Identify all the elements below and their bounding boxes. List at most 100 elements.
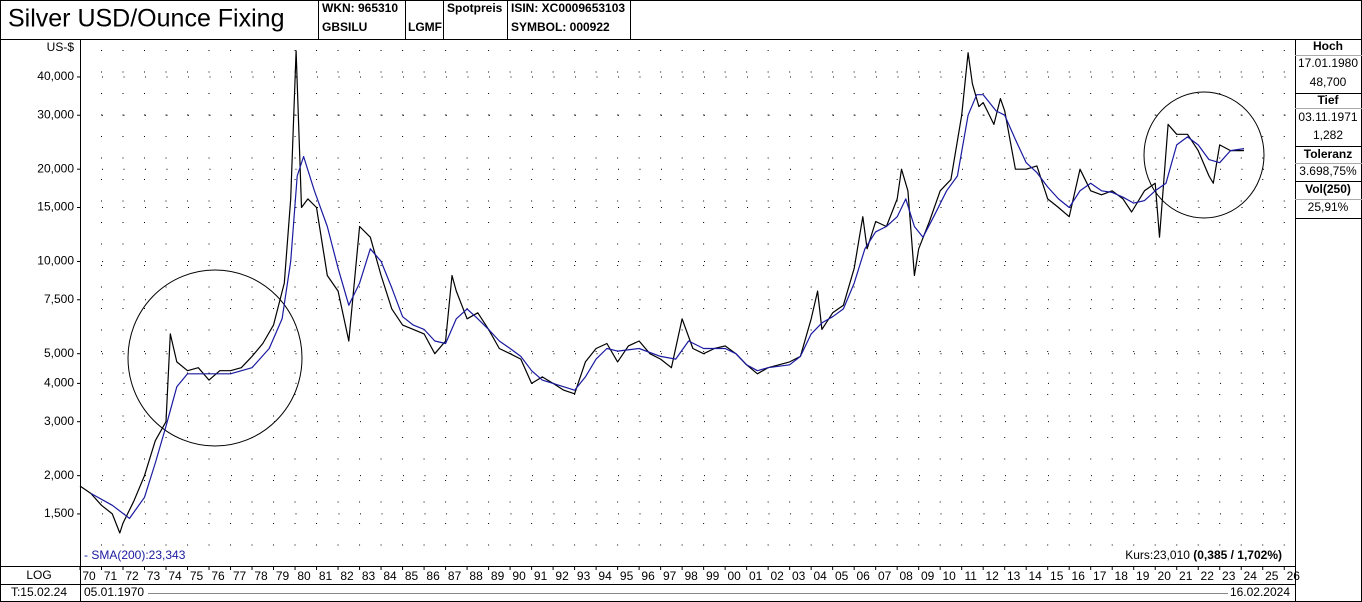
chart-title: Silver USD/Ounce Fixing bbox=[8, 5, 284, 33]
x-tick-label: 77 bbox=[233, 569, 247, 583]
y-tick-label: 3,000 bbox=[44, 414, 74, 428]
sma-label: - SMA(200):23,343 bbox=[84, 548, 186, 562]
y-tick-label: 7,500 bbox=[44, 292, 74, 306]
current-date: T:15.02.24 bbox=[11, 585, 67, 599]
x-tick-label: 06 bbox=[856, 569, 870, 583]
x-tick-label: 01 bbox=[749, 569, 763, 583]
tolerance-label: Toleranz bbox=[1304, 147, 1352, 161]
x-tick-label: 16 bbox=[1072, 569, 1086, 583]
price-type: Spotpreis bbox=[447, 1, 503, 15]
x-tick-label: 24 bbox=[1244, 569, 1258, 583]
low-label: Tief bbox=[1317, 93, 1339, 107]
x-tick-label: 74 bbox=[168, 569, 182, 583]
y-tick-label: 20,000 bbox=[37, 161, 74, 175]
exchange: LGMF bbox=[408, 20, 442, 34]
x-tick-label: 72 bbox=[125, 569, 139, 583]
x-tick-label: 91 bbox=[534, 569, 548, 583]
low-date: 03.11.1971 bbox=[1298, 110, 1357, 124]
x-tick-label: 75 bbox=[190, 569, 204, 583]
last-price-change: (0,385 / 1,702%) bbox=[1193, 548, 1282, 562]
x-tick-label: 12 bbox=[986, 569, 1000, 583]
x-tick-label: 81 bbox=[319, 569, 333, 583]
isin: ISIN: XC0009653103 bbox=[511, 1, 625, 15]
y-tick-label: 40,000 bbox=[37, 69, 74, 83]
x-tick-label: 87 bbox=[448, 569, 462, 583]
high-date: 17.01.1980 bbox=[1298, 56, 1358, 70]
x-tick-label: 15 bbox=[1050, 569, 1064, 583]
volatility-value: 25,91% bbox=[1308, 200, 1349, 214]
x-tick-label: 83 bbox=[362, 569, 376, 583]
x-tick-label: 03 bbox=[792, 569, 806, 583]
x-tick-label: 20 bbox=[1158, 569, 1172, 583]
plot-area: 1,500 2,000 3,000 4,000 5,000 7,500 10,000 15,0… bbox=[37, 50, 1300, 583]
x-tick-label: 96 bbox=[641, 569, 655, 583]
highlight-circle bbox=[1143, 91, 1265, 219]
x-tick-label: 94 bbox=[598, 569, 612, 583]
y-tick-label: 2,000 bbox=[44, 468, 74, 482]
y-tick-label: 15,000 bbox=[37, 200, 74, 214]
x-tick-label: 98 bbox=[684, 569, 698, 583]
x-tick-label: 80 bbox=[297, 569, 311, 583]
high-label: Hoch bbox=[1313, 39, 1343, 53]
x-tick-label: 10 bbox=[942, 569, 956, 583]
symbol: SYMBOL: 000922 bbox=[511, 20, 610, 34]
x-tick-label: 18 bbox=[1115, 569, 1129, 583]
x-tick-label: 70 bbox=[82, 569, 96, 583]
last-price: Kurs:23,010 (0,385 / 1,702%) bbox=[1125, 548, 1282, 562]
x-tick-label: 71 bbox=[104, 569, 118, 583]
highlight-circle bbox=[127, 269, 303, 447]
x-tick-label: 95 bbox=[620, 569, 634, 583]
price-line bbox=[79, 50, 1245, 534]
sma-line bbox=[90, 94, 1245, 519]
x-tick-label: 89 bbox=[491, 569, 505, 583]
x-tick-label: 88 bbox=[469, 569, 483, 583]
x-tick-label: 92 bbox=[555, 569, 569, 583]
x-tick-label: 90 bbox=[512, 569, 526, 583]
x-tick-label: 86 bbox=[426, 569, 440, 583]
volatility-label: Vol(250) bbox=[1305, 182, 1351, 196]
x-tick-label: 19 bbox=[1136, 569, 1150, 583]
y-tick-label: 1,500 bbox=[44, 506, 74, 520]
x-tick-label: 84 bbox=[383, 569, 397, 583]
y-tick-label: 30,000 bbox=[37, 107, 74, 121]
x-tick-label: 09 bbox=[921, 569, 935, 583]
x-tick-label: 13 bbox=[1007, 569, 1021, 583]
x-tick-label: 08 bbox=[899, 569, 913, 583]
y-axis-unit: US-$ bbox=[47, 40, 75, 54]
wkn: WKN: 965310 bbox=[322, 1, 398, 15]
x-tick-label: 17 bbox=[1093, 569, 1107, 583]
x-tick-label: 85 bbox=[405, 569, 419, 583]
y-tick-label: 5,000 bbox=[44, 346, 74, 360]
x-tick-label: 93 bbox=[577, 569, 591, 583]
x-tick-label: 99 bbox=[706, 569, 720, 583]
x-tick-label: 78 bbox=[254, 569, 268, 583]
range-end: 16.02.2024 bbox=[1230, 585, 1290, 599]
x-tick-label: 14 bbox=[1029, 569, 1043, 583]
range-start: 05.01.1970 bbox=[84, 585, 144, 599]
x-tick-label: 23 bbox=[1222, 569, 1236, 583]
tolerance-value: 3.698,75% bbox=[1299, 164, 1357, 178]
low-value: 1,282 bbox=[1313, 128, 1343, 142]
x-tick-label: 11 bbox=[964, 569, 977, 583]
x-tick-label: 79 bbox=[276, 569, 290, 583]
x-tick-label: 25 bbox=[1265, 569, 1279, 583]
last-price-value: Kurs:23,010 bbox=[1125, 548, 1190, 562]
code: GBSILU bbox=[322, 20, 367, 34]
x-tick-label: 21 bbox=[1179, 569, 1193, 583]
x-tick-label: 05 bbox=[835, 569, 849, 583]
x-tick-label: 07 bbox=[878, 569, 892, 583]
x-tick-label: 02 bbox=[770, 569, 784, 583]
y-tick-label: 10,000 bbox=[37, 254, 74, 268]
high-value: 48,700 bbox=[1310, 75, 1347, 89]
x-tick-label: 04 bbox=[813, 569, 827, 583]
x-tick-label: 00 bbox=[727, 569, 741, 583]
x-tick-label: 73 bbox=[147, 569, 161, 583]
x-tick-label: 22 bbox=[1201, 569, 1215, 583]
x-tick-label: 26 bbox=[1287, 569, 1301, 583]
y-tick-label: 4,000 bbox=[44, 376, 74, 390]
x-tick-label: 82 bbox=[340, 569, 354, 583]
x-tick-label: 76 bbox=[211, 569, 225, 583]
scale-mode: LOG bbox=[26, 568, 51, 582]
